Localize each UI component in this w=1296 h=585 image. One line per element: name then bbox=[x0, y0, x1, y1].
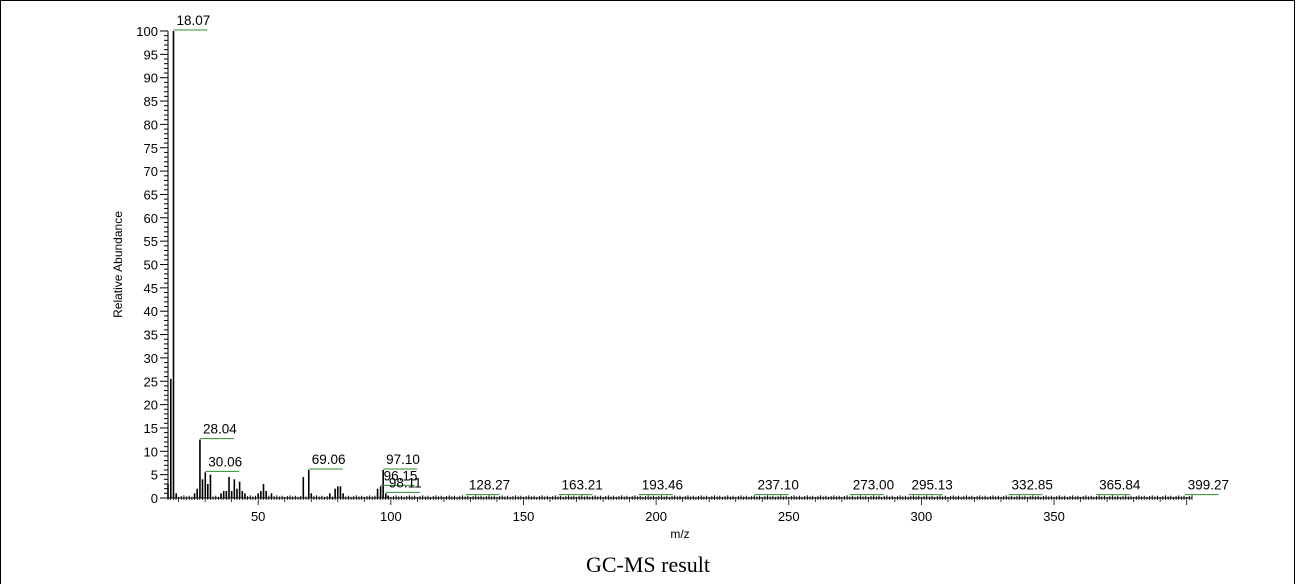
y-axis-title: Relative Abundance bbox=[111, 211, 125, 318]
y-tick-label: 15 bbox=[144, 421, 158, 436]
y-tick-label: 30 bbox=[144, 351, 158, 366]
y-tick-label: 75 bbox=[144, 141, 158, 156]
y-tick-label: 50 bbox=[144, 258, 158, 273]
peak-label: 365.84 bbox=[1099, 478, 1141, 493]
axes: 0 5 10 15 20 25 30 35 40 45 50 55 60 65 70 75 80 85 90 95 10… bbox=[111, 24, 1192, 541]
y-tick-label: 40 bbox=[144, 304, 158, 319]
x-tick-label: 350 bbox=[1043, 509, 1065, 524]
x-tick-label: 250 bbox=[778, 509, 800, 524]
peak-label: 98.11 bbox=[389, 475, 422, 490]
y-tick-label: 45 bbox=[144, 281, 158, 296]
y-tick-label: 70 bbox=[144, 164, 158, 179]
axis-ticks bbox=[160, 30, 1193, 505]
y-tick-label: 80 bbox=[144, 117, 158, 132]
y-tick-label: 90 bbox=[144, 71, 158, 86]
y-tick-label: 20 bbox=[144, 398, 158, 413]
peak-label: 295.13 bbox=[911, 478, 952, 493]
y-tick-label: 100 bbox=[136, 24, 158, 39]
peak-label: 28.04 bbox=[203, 422, 237, 437]
x-tick-label: 200 bbox=[645, 509, 667, 524]
y-tick-label: 35 bbox=[144, 328, 158, 343]
x-tick-label: 300 bbox=[911, 509, 933, 524]
x-tick-label: 50 bbox=[251, 509, 265, 524]
peak-label: 273.00 bbox=[853, 478, 894, 493]
figure-caption: GC-MS result bbox=[585, 552, 711, 577]
x-tick-label: 100 bbox=[380, 509, 402, 524]
y-tick-label: 0 bbox=[151, 491, 158, 506]
y-tick-label: 65 bbox=[144, 187, 158, 202]
peak-label: 69.06 bbox=[312, 452, 346, 467]
y-tick-label: 85 bbox=[144, 94, 158, 109]
y-tick-label: 25 bbox=[144, 374, 158, 389]
peak-label: 96.15 bbox=[384, 468, 418, 483]
peak-label: 128.27 bbox=[469, 478, 510, 493]
peak-label: 193.46 bbox=[642, 478, 683, 493]
peak-label: 97.10 bbox=[386, 452, 420, 467]
peak-label: 237.10 bbox=[758, 478, 799, 493]
y-tick-label: 10 bbox=[144, 444, 158, 459]
x-axis-title: m/z bbox=[670, 527, 689, 541]
peak-label: 399.27 bbox=[1188, 478, 1229, 493]
y-tick-label: 60 bbox=[144, 211, 158, 226]
y-tick-label: 5 bbox=[151, 468, 158, 483]
y-tick-label: 95 bbox=[144, 47, 158, 62]
peak-series bbox=[167, 31, 1193, 498]
y-tick-label: 55 bbox=[144, 234, 158, 249]
peak-label: 332.85 bbox=[1012, 478, 1053, 493]
peak-label: 18.07 bbox=[176, 13, 210, 28]
peak-label: 30.06 bbox=[208, 454, 242, 469]
x-tick-label: 150 bbox=[513, 509, 535, 524]
peak-label: 163.21 bbox=[562, 478, 603, 493]
